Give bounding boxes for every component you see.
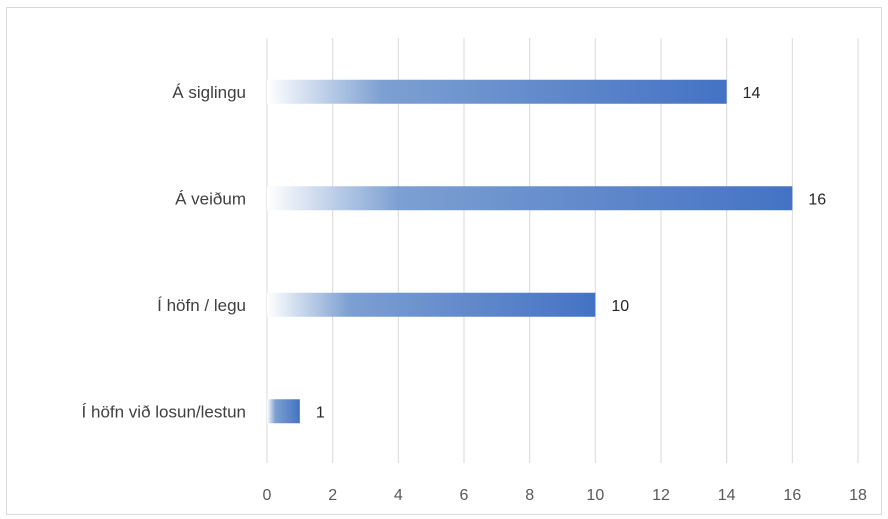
category-label-0: Á siglingu [172,83,246,102]
data-label-2: 10 [611,298,629,315]
category-label-3: Í höfn við losun/lestun [82,402,246,421]
bar-3 [267,399,300,424]
gridlines [266,38,859,463]
x-tick-label-16: 16 [783,487,801,504]
x-tick-label-2: 2 [328,487,337,504]
data-label-3: 1 [316,404,325,421]
data-label-1: 16 [808,191,826,208]
bar-0 [267,79,727,104]
x-tick-label-6: 6 [460,487,469,504]
bars [267,79,793,424]
x-tick-label-8: 8 [525,487,534,504]
x-tick-label-14: 14 [718,487,736,504]
bar-2 [267,292,596,317]
x-tick-label-12: 12 [652,487,670,504]
data-labels: 14 16 10 1 [316,85,826,422]
x-tick-label-10: 10 [586,487,604,504]
x-axis-tick-labels: 0 2 4 6 8 10 12 14 16 18 [263,487,867,504]
x-tick-label-4: 4 [394,487,403,504]
category-label-1: Á veiðum [175,189,246,208]
x-tick-label-18: 18 [849,487,867,504]
category-labels: Á siglingu Á veiðum Í höfn / legu Í höfn vi… [82,83,246,422]
data-label-0: 14 [743,85,761,102]
category-label-2: Í höfn / legu [157,296,246,315]
bar-1 [267,186,793,211]
x-tick-label-0: 0 [263,487,272,504]
